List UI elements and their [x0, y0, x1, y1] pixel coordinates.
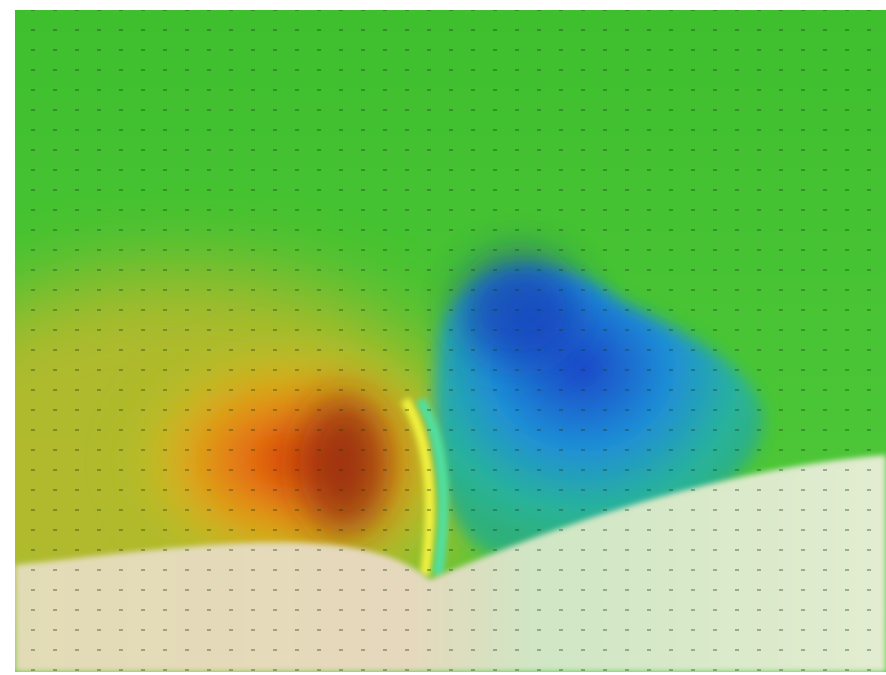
field-layers: [0, 10, 886, 672]
simulation-image: [0, 0, 886, 675]
vector-arrows: [15, 10, 886, 672]
page: [0, 0, 886, 675]
